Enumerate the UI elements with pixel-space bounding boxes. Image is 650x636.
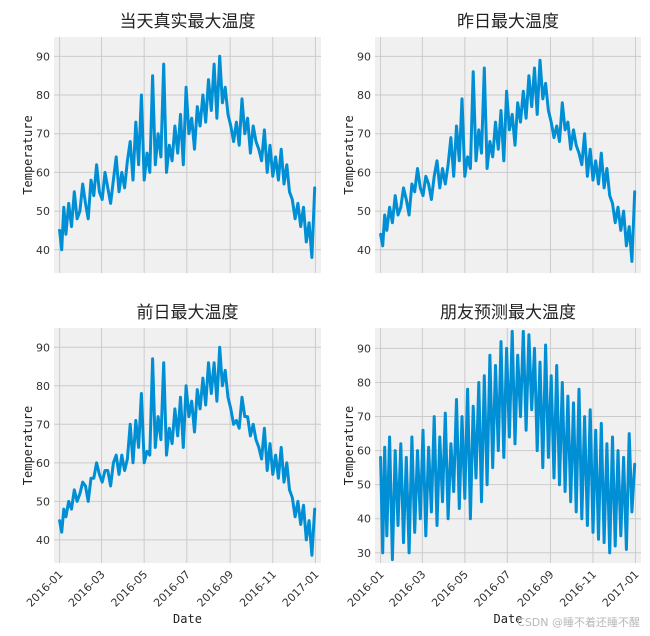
- y-tick-label: 50: [36, 495, 50, 508]
- y-tick-label: 70: [357, 128, 371, 141]
- x-tick-label: 2017-01: [280, 568, 322, 610]
- y-tick-label: 40: [357, 244, 371, 257]
- y-tick-label: 80: [36, 380, 50, 393]
- x-axis-label: Date: [494, 612, 523, 626]
- subplot-title: 前日最大温度: [137, 303, 239, 323]
- subplot-1: 40 50 60 70 80 90 当天真实最大温度 Temperature: [21, 12, 321, 273]
- subplot-3: 40 50 60 70 80 90 2016-01 2016-03 2016-05 2016-07…: [21, 303, 322, 626]
- y-tick-label: 60: [357, 166, 371, 179]
- y-tick-label: 50: [357, 205, 371, 218]
- x-tick-label: 2016-11: [557, 568, 599, 610]
- y-tick-label: 90: [36, 50, 50, 63]
- y-tick-label: 60: [36, 166, 50, 179]
- x-tick-label: 2016-05: [109, 568, 151, 610]
- x-axis-label: Date: [173, 612, 202, 626]
- y-axis-label: Temperature: [21, 406, 35, 485]
- y-axis-label: Temperature: [342, 406, 356, 485]
- y-tick-label: 90: [357, 50, 371, 63]
- y-tick-label: 70: [357, 411, 371, 424]
- x-tick-label: 2016-09: [195, 568, 237, 610]
- series-line: [379, 58, 637, 263]
- y-axis-label: Temperature: [21, 115, 35, 194]
- y-tick-label: 90: [357, 342, 371, 355]
- plot-area: [375, 37, 641, 273]
- y-tick-label: 30: [357, 547, 371, 560]
- watermark: CSDN @睡不着还睡不醒: [517, 616, 640, 629]
- x-tick-label: 2016-01: [24, 568, 66, 610]
- x-tick-label: 2016-07: [472, 568, 514, 610]
- y-tick-label: 80: [357, 376, 371, 389]
- y-tick-label: 40: [36, 244, 50, 257]
- y-tick-label: 60: [357, 445, 371, 458]
- y-tick-label: 70: [36, 418, 50, 431]
- y-tick-label: 70: [36, 128, 50, 141]
- subplot-2: 40 50 60 70 80 90 昨日最大温度 Temperature: [342, 12, 641, 273]
- x-tick-label: 2016-09: [515, 568, 557, 610]
- series-line: [58, 345, 317, 557]
- y-axis-label: Temperature: [342, 115, 356, 194]
- x-tick-label: 2016-03: [387, 568, 429, 610]
- x-tick-label: 2016-07: [151, 568, 193, 610]
- y-tick-label: 60: [36, 457, 50, 470]
- x-tick-label: 2016-03: [66, 568, 108, 610]
- y-tick-label: 50: [357, 479, 371, 492]
- x-tick-label: 2016-05: [429, 568, 471, 610]
- subplot-title: 当天真实最大温度: [120, 12, 256, 32]
- plot-area: [54, 37, 321, 273]
- y-tick-label: 80: [357, 89, 371, 102]
- x-tick-label: 2017-01: [600, 568, 642, 610]
- y-tick-label: 40: [36, 534, 50, 547]
- plot-area: [54, 328, 321, 563]
- x-tick-label: 2016-01: [345, 568, 387, 610]
- x-tick-label: 2016-11: [237, 568, 279, 610]
- subplot-title: 朋友预测最大温度: [440, 303, 576, 323]
- series-line: [379, 329, 637, 562]
- y-tick-label: 50: [36, 205, 50, 218]
- y-tick-label: 40: [357, 513, 371, 526]
- y-tick-label: 80: [36, 89, 50, 102]
- subplot-title: 昨日最大温度: [457, 12, 559, 32]
- y-tick-label: 90: [36, 341, 50, 354]
- series-line: [58, 54, 317, 259]
